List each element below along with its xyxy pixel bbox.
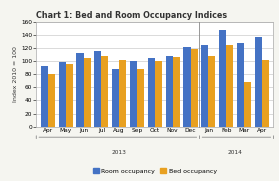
- Bar: [94, 51, 101, 127]
- Y-axis label: Index 2010 = 100: Index 2010 = 100: [13, 46, 18, 102]
- Text: 2014: 2014: [228, 150, 242, 155]
- Bar: [191, 49, 198, 127]
- Bar: [112, 69, 119, 127]
- Bar: [66, 64, 73, 127]
- Bar: [244, 82, 251, 127]
- Legend: Room occupancy, Bed occupancy: Room occupancy, Bed occupancy: [90, 166, 220, 176]
- Bar: [183, 47, 191, 127]
- Bar: [208, 56, 215, 127]
- Bar: [255, 37, 262, 127]
- Bar: [262, 60, 269, 127]
- Bar: [130, 61, 137, 127]
- Bar: [41, 66, 48, 127]
- Text: 2013: 2013: [112, 150, 127, 155]
- Bar: [101, 56, 109, 127]
- Bar: [76, 53, 83, 127]
- Bar: [119, 60, 126, 127]
- Bar: [83, 58, 91, 127]
- Bar: [137, 69, 144, 127]
- Bar: [59, 62, 66, 127]
- Bar: [237, 43, 244, 127]
- Bar: [155, 61, 162, 127]
- Bar: [148, 58, 155, 127]
- Bar: [173, 57, 180, 127]
- Bar: [165, 56, 173, 127]
- Bar: [201, 45, 208, 127]
- Text: Chart 1: Bed and Room Occupancy Indices: Chart 1: Bed and Room Occupancy Indices: [36, 10, 227, 20]
- Bar: [219, 30, 226, 127]
- Bar: [48, 74, 55, 127]
- Bar: [226, 45, 233, 127]
